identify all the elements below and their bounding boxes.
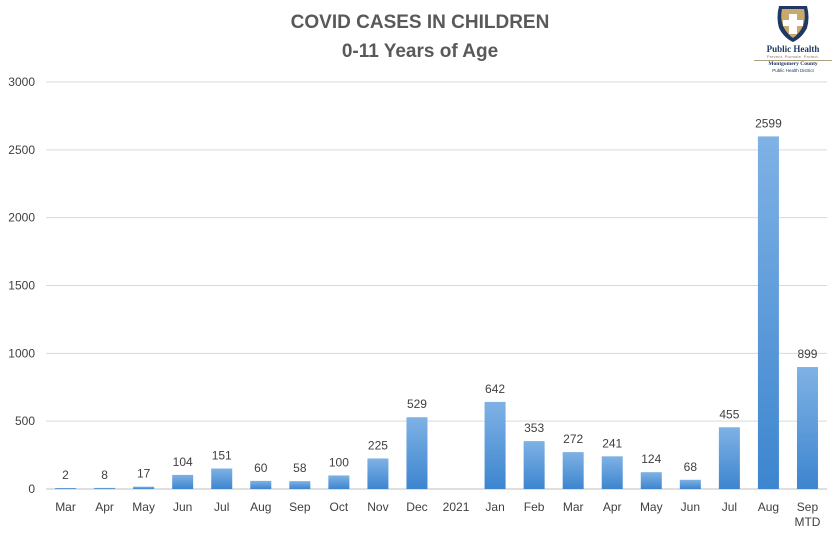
x-tick-label: Dec (406, 500, 427, 514)
data-label: 104 (173, 455, 193, 469)
y-tick-label: 500 (15, 414, 35, 428)
y-axis-ticks: 0 500 1000 1500 2000 2500 3000 (8, 75, 35, 496)
public-health-logo: Public Health Prevent. Promote. Protect.… (752, 4, 834, 76)
bar (367, 458, 389, 489)
gridlines (46, 81, 827, 490)
x-tick-label: Aug (250, 500, 271, 514)
x-tick-label: Sep (289, 500, 311, 514)
x-tick-label: 2021 (443, 500, 470, 514)
data-label: 100 (329, 455, 349, 469)
logo-divider (754, 60, 832, 61)
bar (406, 417, 428, 489)
bar (523, 441, 545, 489)
x-tick-label: Oct (330, 500, 349, 514)
bar (211, 468, 233, 489)
y-tick-label: 1500 (8, 279, 35, 293)
x-tick-label: Mar (563, 500, 584, 514)
data-label: 529 (407, 397, 427, 411)
x-tick-label: Aug (758, 500, 779, 514)
x-tick-label: May (132, 500, 155, 514)
x-tick-label: Nov (367, 500, 388, 514)
bar (172, 474, 194, 489)
bar (562, 452, 584, 489)
data-label: 151 (212, 449, 232, 463)
chart-subtitle: 0-11 Years of Age (341, 41, 499, 62)
bar (640, 472, 662, 489)
x-tick-label: Jul (722, 500, 737, 514)
data-label: 225 (368, 438, 388, 452)
bar (601, 456, 623, 489)
bars (55, 136, 818, 489)
logo-district: Public Health District (772, 68, 814, 73)
data-label: 58 (293, 461, 307, 475)
y-tick-label: 1000 (8, 346, 35, 360)
logo-county: Montgomery County (768, 61, 818, 67)
x-axis-ticks: Mar Apr May Jun Jul Aug Sep Oct Nov Dec 2021 Jan Feb… (55, 500, 821, 529)
x-tick-label: Apr (95, 500, 114, 514)
data-labels: 2 8 17 104 151 60 58 100 225 529 642 353 272 241 124 68… (62, 116, 818, 482)
bar (757, 136, 779, 489)
data-label: 2 (62, 468, 69, 482)
data-label: 353 (524, 421, 544, 435)
bar (679, 479, 701, 489)
bar (796, 367, 818, 489)
chart-title: COVID CASES IN CHILDREN (290, 12, 550, 33)
bar (133, 486, 155, 489)
data-label: 17 (137, 467, 151, 481)
x-tick-label: MTD (794, 515, 820, 529)
x-tick-label: Jul (214, 500, 229, 514)
x-tick-label: Sep (797, 500, 819, 514)
data-label: 899 (797, 347, 817, 361)
data-label: 455 (719, 407, 739, 421)
data-label: 272 (563, 432, 583, 446)
data-label: 124 (641, 452, 661, 466)
bar (289, 481, 311, 489)
y-tick-label: 2000 (8, 211, 35, 225)
data-label: 2599 (755, 116, 782, 130)
bar (718, 427, 740, 489)
data-label: 68 (684, 460, 698, 474)
logo-org-name: Public Health (766, 44, 820, 54)
data-label: 60 (254, 461, 268, 475)
y-tick-label: 2500 (8, 143, 35, 157)
bar (484, 401, 506, 489)
bar (94, 487, 116, 489)
y-tick-label: 3000 (8, 75, 35, 89)
y-tick-label: 0 (28, 482, 35, 496)
x-tick-label: Apr (603, 500, 622, 514)
data-label: 642 (485, 382, 505, 396)
data-label: 241 (602, 436, 622, 450)
shield-icon (777, 6, 809, 42)
logo-tagline: Prevent. Promote. Protect. (766, 54, 820, 59)
x-tick-label: Jan (485, 500, 504, 514)
x-tick-label: Jun (173, 500, 192, 514)
bar (250, 480, 272, 489)
bar (55, 488, 77, 489)
x-tick-label: Jun (681, 500, 700, 514)
bar (328, 475, 350, 489)
x-tick-label: Feb (524, 500, 545, 514)
data-label: 8 (101, 468, 108, 482)
x-tick-label: Mar (55, 500, 76, 514)
x-tick-label: May (640, 500, 663, 514)
